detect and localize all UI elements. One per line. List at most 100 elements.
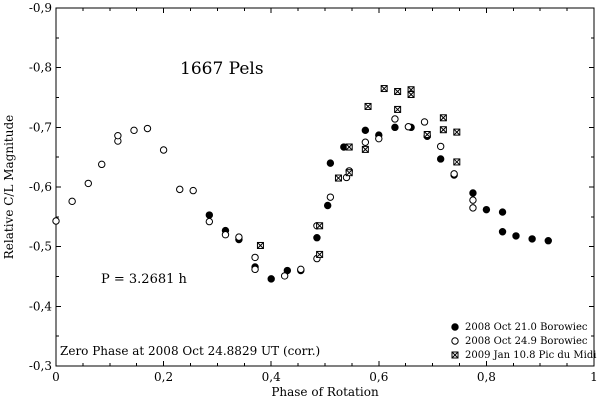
data-point-filled-circle bbox=[528, 235, 536, 243]
data-point-cross-b bbox=[364, 103, 372, 110]
data-point-cross-b bbox=[440, 126, 447, 134]
x-tick-label: 0,4 bbox=[262, 370, 281, 384]
data-point-filled-circle bbox=[469, 189, 477, 197]
legend-item-3: 2009 Jan 10.8 Pic du Midi bbox=[451, 350, 596, 361]
data-point-crossed-square bbox=[364, 102, 372, 110]
data-point-cross-b bbox=[440, 114, 447, 122]
data-point-filled-circle bbox=[361, 126, 370, 135]
data-point-open-circle bbox=[469, 204, 477, 212]
data-point-filled-circle bbox=[436, 155, 445, 163]
period-annotation: P = 3.2681 h bbox=[101, 272, 188, 287]
y-tick-label: -0,4 bbox=[29, 299, 53, 313]
data-point-crossed-square bbox=[439, 114, 447, 122]
data-point-open-circle bbox=[114, 131, 122, 140]
data-point-cross-b bbox=[380, 85, 388, 92]
data-point-crossed-square bbox=[361, 145, 369, 153]
data-point-crossed-square bbox=[439, 126, 447, 134]
data-point-open-circle bbox=[361, 138, 370, 146]
data-point-filled-circle bbox=[267, 275, 275, 283]
y-axis-title: Relative C/L Magnitude bbox=[2, 115, 16, 260]
data-point-cross-b bbox=[453, 158, 461, 166]
x-tick-label: 0,8 bbox=[477, 370, 496, 384]
data-point-open-circle bbox=[205, 217, 214, 226]
data-point-filled-circle bbox=[326, 159, 335, 167]
y-tick-label: -0,7 bbox=[29, 120, 52, 134]
data-point-open-circle bbox=[68, 197, 76, 206]
data-point-open-circle bbox=[52, 217, 60, 225]
axis-ticks bbox=[55, 7, 595, 367]
legend-item-2: 2008 Oct 24.9 Borowiec bbox=[451, 336, 588, 347]
data-point-cross-b bbox=[335, 174, 342, 182]
data-point-crossed-square bbox=[345, 169, 353, 177]
data-point-filled-circle bbox=[544, 237, 552, 245]
data-point-open-circle bbox=[391, 115, 399, 123]
data-point-filled-circle bbox=[323, 201, 332, 210]
data-point-cross-b bbox=[407, 91, 415, 98]
data-point-cross-b bbox=[423, 131, 431, 138]
y-tick-label: -0,8 bbox=[29, 61, 52, 75]
data-point-filled-circle bbox=[391, 123, 399, 132]
legend-label-3: 2009 Jan 10.8 Pic du Midi bbox=[465, 350, 596, 361]
legend-item-1: 2008 Oct 21.0 Borowiec bbox=[451, 322, 588, 333]
data-point-open-circle bbox=[326, 193, 335, 201]
legend: 2008 Oct 21.0 Borowiec 2008 Oct 24.9 Bor… bbox=[451, 322, 596, 361]
data-point-open-circle bbox=[251, 253, 259, 262]
data-points bbox=[52, 85, 552, 283]
data-point-open-circle bbox=[159, 146, 168, 154]
data-point-open-circle bbox=[130, 126, 138, 135]
data-point-open-circle bbox=[189, 186, 197, 195]
data-point-open-circle bbox=[221, 231, 230, 239]
data-point-cross-b bbox=[316, 251, 323, 258]
data-point-cross-b bbox=[394, 106, 401, 113]
chart-title: 1667 Pels bbox=[180, 59, 264, 79]
data-point-cross-b bbox=[453, 128, 461, 136]
legend-marker-filled-circle bbox=[451, 323, 459, 331]
y-tick-label: -0,6 bbox=[29, 180, 52, 194]
data-point-open-circle bbox=[235, 233, 243, 241]
data-point-crossed-square bbox=[380, 85, 388, 93]
data-point-crossed-square bbox=[423, 130, 431, 138]
legend-label-2: 2008 Oct 24.9 Borowiec bbox=[465, 336, 588, 347]
data-point-cross-b bbox=[345, 143, 353, 151]
data-point-filled-circle bbox=[512, 232, 520, 240]
data-point-open-circle bbox=[143, 124, 152, 133]
axis-tick-labels: 0 0,2 0,4 0,6 0,8 1 -0,9 -0,8 -0,7 -0,6 -0,5 -0,4 -0… bbox=[29, 1, 598, 384]
data-point-open-circle bbox=[297, 265, 305, 274]
x-tick-label: 0,6 bbox=[369, 370, 388, 384]
data-point-filled-circle bbox=[482, 205, 491, 214]
x-tick-label: 0 bbox=[52, 370, 60, 384]
data-point-open-circle bbox=[176, 185, 184, 194]
data-point-filled-circle bbox=[498, 228, 507, 236]
legend-marker-cross-2 bbox=[451, 351, 459, 359]
y-tick-label: -0,5 bbox=[29, 240, 52, 254]
x-tick-label: 0,2 bbox=[154, 370, 173, 384]
data-point-open-circle bbox=[404, 123, 413, 131]
data-point-cross-b bbox=[361, 146, 369, 153]
data-point-cross-b bbox=[394, 88, 401, 95]
zero-phase-annotation: Zero Phase at 2008 Oct 24.8829 UT (corr.… bbox=[60, 344, 320, 358]
data-point-cross-b bbox=[257, 242, 264, 249]
data-point-crossed-square bbox=[316, 222, 324, 230]
data-point-open-circle bbox=[98, 160, 106, 169]
data-point-crossed-square bbox=[394, 88, 402, 96]
data-point-crossed-square bbox=[407, 91, 415, 99]
data-point-crossed-square bbox=[394, 105, 402, 113]
data-point-crossed-square bbox=[256, 241, 264, 249]
data-point-cross-b bbox=[345, 169, 353, 177]
data-point-open-circle bbox=[280, 272, 289, 280]
data-point-filled-circle bbox=[313, 234, 321, 242]
data-point-open-circle bbox=[251, 265, 259, 274]
x-tick-label: 1 bbox=[590, 370, 598, 384]
data-point-crossed-square bbox=[453, 128, 461, 136]
data-point-crossed-square bbox=[345, 143, 353, 151]
data-point-crossed-square bbox=[453, 158, 461, 166]
data-point-open-circle bbox=[469, 196, 477, 204]
data-point-crossed-square bbox=[316, 250, 324, 258]
x-axis-title: Phase of Rotation bbox=[271, 385, 379, 399]
data-point-cross-b bbox=[316, 222, 323, 230]
data-point-open-circle bbox=[436, 142, 445, 151]
data-point-open-circle bbox=[420, 118, 429, 126]
data-point-open-circle bbox=[84, 179, 92, 188]
data-point-filled-circle bbox=[498, 208, 507, 216]
